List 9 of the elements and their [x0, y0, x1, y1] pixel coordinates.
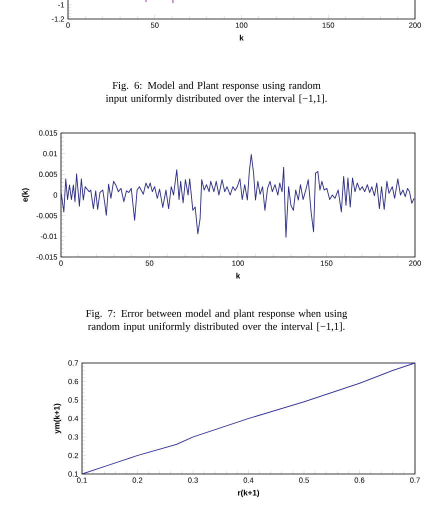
caption: Fig. 6: Model and Plant response using random input uniformly distributed over the interval [−1,1]. [106, 82, 327, 104]
y-axis-title: e(k) [22, 188, 30, 202]
x-axis-title: k [240, 34, 244, 41]
caption: Fig. 7: Error between model and plant response when using random input uniformly distributed over the interval [−1,1]. [86, 310, 348, 332]
y-axis-title: ym(k+1) [54, 404, 62, 434]
line-series [61, 154, 415, 238]
line-series [82, 363, 415, 474]
x-axis-title: k [236, 272, 240, 279]
x-axis-title: r(k+1) [238, 490, 260, 498]
